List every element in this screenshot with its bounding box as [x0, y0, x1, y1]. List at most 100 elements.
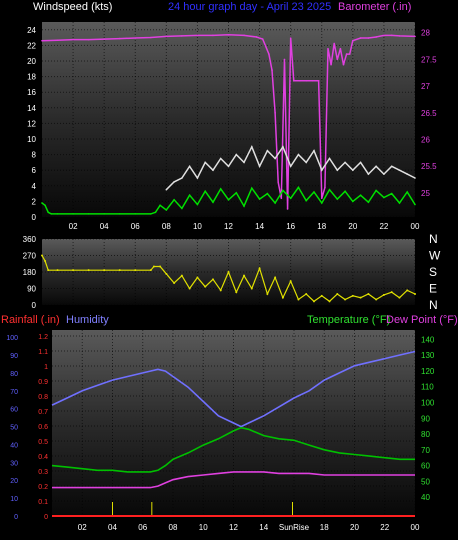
windspeed-tick-label: 16: [27, 88, 36, 97]
wind-average-line-point: [398, 202, 401, 204]
x-tick-label: 18: [317, 222, 326, 231]
rainfall-tick-label: 1.1: [38, 349, 48, 356]
barometer-line-point: [271, 69, 273, 71]
barometer-line-point: [375, 36, 377, 38]
compass-label: N: [429, 232, 438, 246]
wind-gust-line-point: [165, 188, 168, 191]
humidity-tick-label: 80: [10, 371, 18, 378]
wind-gust-line-point: [383, 173, 385, 175]
temperature-axis-label: Temperature (°F): [307, 314, 390, 326]
wind-average-line-point: [320, 202, 323, 204]
windspeed-axis-label: Windspeed (kts): [33, 1, 112, 13]
wind-average-line-point: [289, 197, 292, 200]
wind-average-line-point: [56, 213, 59, 215]
temperature-tick-label: 120: [421, 367, 435, 376]
rainfall-tick-label: 0.7: [38, 409, 48, 416]
barometer-line-point: [227, 34, 230, 36]
wind-direction-point: [320, 294, 323, 297]
wind-gust-line-point: [227, 165, 230, 168]
wind-gust-line-point: [266, 149, 269, 152]
wind-average-line-point: [297, 186, 300, 189]
rainfall-tick-label: 1.2: [38, 334, 48, 341]
temperature-tick-label: 100: [421, 399, 435, 408]
barometer-line-point: [359, 37, 362, 39]
wind-gust-line-point: [282, 146, 284, 148]
wind-direction-point: [375, 298, 378, 301]
wind-direction-point: [414, 293, 416, 295]
barometer-line-point: [348, 53, 351, 55]
wind-average-line-point: [251, 187, 253, 189]
x-tick-label: 18: [320, 523, 329, 532]
wind-direction-point: [196, 276, 199, 279]
barometer-line-point: [305, 79, 308, 82]
wind-average-line-point: [243, 205, 245, 207]
x-tick-label: 16: [286, 222, 295, 231]
wind-gust-line-point: [352, 169, 354, 171]
wind-gust-line-point: [406, 173, 409, 175]
barometer-line-point: [317, 79, 320, 82]
barometer-line-point: [87, 38, 90, 41]
wind-direction-point: [367, 293, 370, 295]
barometer-line-point: [134, 37, 137, 39]
wind-gust-line-point: [398, 169, 401, 171]
barometer-tick-label: 28: [421, 29, 430, 38]
wind-direction-point: [159, 265, 162, 268]
wind-gust-line-point: [367, 173, 370, 175]
barometer-line-point: [280, 197, 283, 200]
rainfall-tick-label: 0: [44, 514, 48, 521]
direction-tick-label: 90: [27, 285, 36, 294]
wind-gust-line-point: [359, 161, 362, 164]
humidity-tick-label: 0: [14, 514, 18, 521]
rainfall-tick-label: 0.1: [38, 499, 48, 506]
wind-average-line-point: [41, 202, 43, 204]
barometer-line-point: [352, 39, 354, 42]
humidity-line: [51, 350, 416, 428]
wind-average-line-point: [313, 191, 315, 193]
barometer-line-point: [342, 63, 345, 66]
humidity-tick-label: 60: [10, 407, 18, 414]
humidity-tick-label: 30: [10, 460, 18, 467]
wind-direction-point: [149, 269, 152, 272]
wind-direction-point: [406, 289, 409, 292]
x-tick-label: 06: [131, 222, 140, 231]
barometer-line-point: [283, 58, 286, 61]
wind-average-line-point: [159, 204, 161, 207]
wind-gust-line-point: [251, 146, 253, 148]
x-tick-label: 04: [108, 523, 117, 532]
wind-direction-point: [41, 254, 43, 257]
compass-label: W: [429, 249, 441, 263]
barometer-line-point: [72, 38, 74, 41]
wind-direction-point: [211, 278, 214, 281]
humidity-axis-label: Humidity: [66, 314, 109, 326]
humidity-tick-label: 90: [10, 353, 18, 360]
rainfall-tick-label: 0.6: [38, 424, 48, 431]
wind-direction-point: [328, 300, 331, 303]
windspeed-tick-label: 10: [27, 135, 36, 144]
compass-label: E: [429, 282, 437, 296]
x-tick-label: 02: [78, 523, 87, 532]
wind-average-line-point: [196, 203, 199, 206]
windspeed-tick-label: 14: [27, 104, 36, 113]
wind-direction-point: [87, 269, 90, 272]
wind-average-line-point: [44, 204, 46, 207]
rainfall-tick-label: 0.4: [38, 454, 48, 461]
temperature-tick-label: 50: [421, 477, 430, 486]
barometer-tick-label: 25: [421, 189, 430, 198]
wind-average-line-point: [336, 198, 339, 200]
wind-average-line-point: [227, 199, 230, 201]
x-tick-label: 02: [69, 222, 78, 231]
dew-point-line: [52, 471, 415, 489]
barometer-line-point: [118, 37, 121, 40]
humidity-tick-label: 10: [10, 496, 18, 503]
wind-gust-line-point: [219, 157, 222, 160]
wind-average-line-point: [274, 202, 276, 204]
barometer-line-point: [414, 35, 416, 38]
x-tick-label: 10: [199, 523, 208, 532]
windspeed-tick-label: 18: [27, 73, 36, 82]
wind-average-line-point: [390, 192, 393, 195]
windspeed-tick-label: 8: [32, 151, 37, 160]
wind-direction-point: [297, 298, 300, 301]
windspeed-tick-label: 12: [27, 119, 36, 128]
wind-average-line-point: [87, 213, 90, 215]
